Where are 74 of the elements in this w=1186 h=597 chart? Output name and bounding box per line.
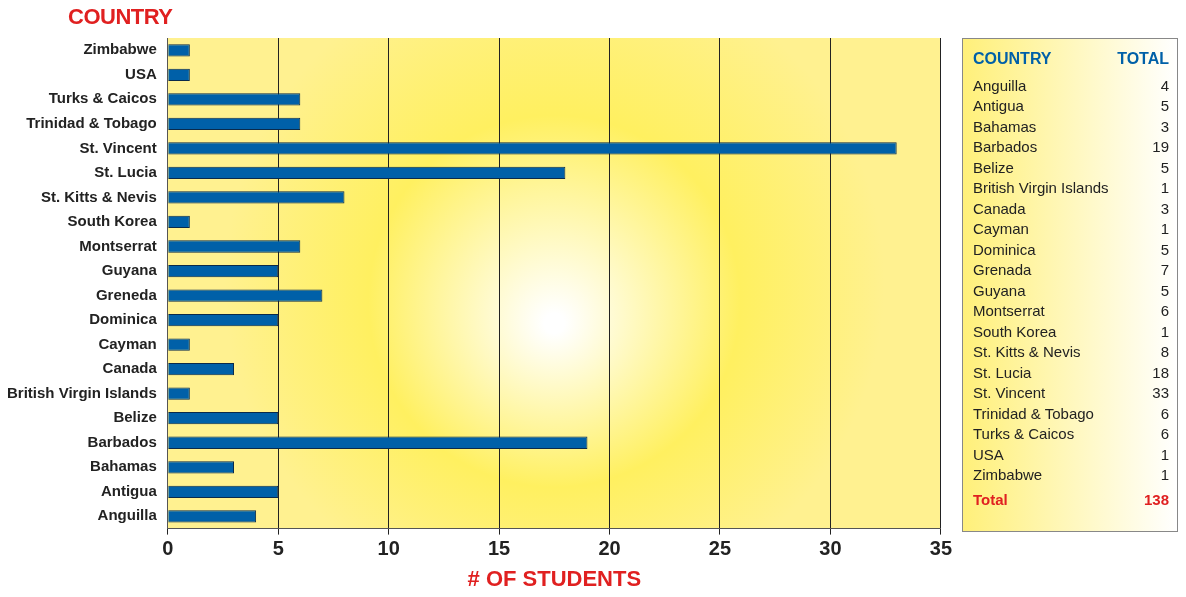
text: Belize <box>973 157 1014 178</box>
y-tick-label: Dominica <box>89 310 158 328</box>
text: COUNTRY <box>973 49 1052 69</box>
text: Trinidad & Tobago <box>973 403 1094 424</box>
text: St. Vincent <box>973 383 1046 403</box>
text: Cayman <box>973 219 1029 239</box>
text: USA <box>973 444 1004 465</box>
y-tick-label: Antigua <box>100 481 158 499</box>
text: 5 <box>1160 239 1169 260</box>
text: 6 <box>1160 403 1169 424</box>
text: 19 <box>1152 137 1169 157</box>
text: St. Kitts & Nevis <box>973 342 1081 362</box>
y-tick-label: Barbados <box>87 432 157 450</box>
text: Canada <box>973 198 1026 219</box>
x-tick-label: 0 <box>162 537 174 560</box>
text: 4 <box>1160 75 1169 96</box>
text: St. Lucia <box>973 362 1032 383</box>
text: 5 <box>1160 96 1169 116</box>
y-tick-label: Trinidad & Tobago <box>26 114 157 131</box>
x-tick-label: 30 <box>819 537 842 560</box>
y-tick-label: Guyana <box>101 261 158 279</box>
y-tick-label: Greneda <box>95 285 158 303</box>
y-tick-label: Zimbabwe <box>83 40 157 58</box>
text: 7 <box>1160 260 1169 280</box>
x-tick-label: 10 <box>377 537 400 560</box>
y-tick-label: St. Lucia <box>94 163 158 181</box>
text: 3 <box>1160 198 1169 219</box>
text: 1 <box>1160 219 1169 239</box>
text: TOTAL <box>1117 49 1169 69</box>
text: 33 <box>1152 383 1169 403</box>
y-tick-label: Turks & Caicos <box>48 89 157 107</box>
text: 3 <box>1160 116 1169 137</box>
y-axis-title: COUNTRY <box>68 4 173 30</box>
text: Grenada <box>973 260 1032 280</box>
y-tick-label: Canada <box>102 359 158 377</box>
text: 8 <box>1160 342 1169 362</box>
text: Montserrat <box>973 301 1045 321</box>
text: Total <box>973 489 1008 510</box>
text: Dominica <box>973 239 1036 260</box>
x-tick-label: 35 <box>929 537 952 560</box>
y-tick-label: Belize <box>113 408 157 426</box>
text: 18 <box>1152 362 1169 383</box>
y-tick-label: Bahamas <box>90 457 157 475</box>
text: 6 <box>1160 301 1169 321</box>
text: Bahamas <box>973 116 1037 137</box>
y-tick-label: Anguilla <box>97 506 158 524</box>
x-tick-label: 25 <box>708 537 732 560</box>
text: Anguilla <box>973 75 1027 96</box>
text: Zimbabwe <box>973 465 1043 485</box>
x-axis-title: # OF STUDENTS <box>467 565 642 591</box>
y-tick-label: British Virgin Islands <box>6 383 157 401</box>
y-tick-label: Cayman <box>98 334 157 352</box>
text: 5 <box>1160 157 1169 178</box>
y-tick-label: St. Kitts & Nevis <box>40 187 157 205</box>
text: 138 <box>1143 489 1169 510</box>
text: South Korea <box>973 321 1057 342</box>
text: Antigua <box>973 96 1024 116</box>
text: 1 <box>1160 444 1169 465</box>
text: Guyana <box>973 280 1026 301</box>
text: 5 <box>1160 280 1169 301</box>
text: 1 <box>1160 178 1169 198</box>
text: 1 <box>1160 321 1169 342</box>
x-tick-label: 20 <box>598 537 621 560</box>
x-tick-label: 15 <box>487 537 511 560</box>
y-tick-label: St. Vincent <box>79 138 157 156</box>
text: Turks & Caicos <box>973 424 1075 444</box>
x-tick-label: 5 <box>272 537 284 560</box>
y-tick-label: Montserrat <box>79 236 157 254</box>
text: 1 <box>1160 465 1169 485</box>
text: 6 <box>1160 424 1169 444</box>
y-tick-label: USA <box>125 64 157 82</box>
text: British Virgin Islands <box>973 178 1109 198</box>
text: Barbados <box>973 137 1038 157</box>
y-tick-label: South Korea <box>67 212 158 230</box>
